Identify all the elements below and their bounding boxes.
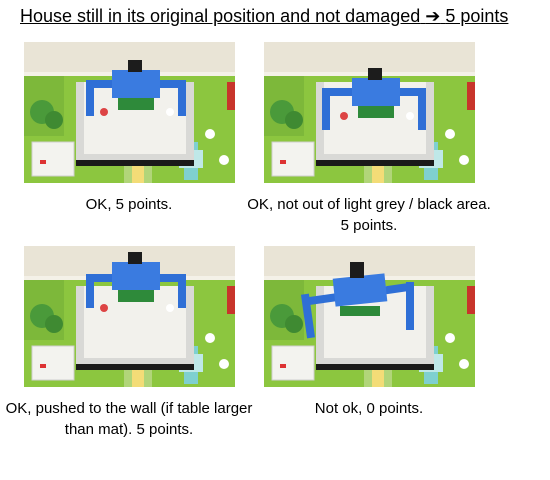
title-points: 5 points bbox=[445, 6, 509, 26]
photo-ok-original bbox=[24, 42, 235, 183]
photo-not-ok bbox=[264, 246, 475, 387]
page-title: House still in its original position and… bbox=[20, 6, 540, 27]
arrow-icon: ➔ bbox=[425, 6, 441, 26]
title-text: House still in its original position and… bbox=[20, 6, 421, 26]
photo-ok-pushed-to-wall bbox=[24, 246, 235, 387]
caption-ok-in-grey-area: OK, not out of light grey / black area. … bbox=[247, 196, 491, 234]
caption-not-ok: Not ok, 0 points. bbox=[314, 400, 424, 417]
caption-ok-original: OK, 5 points. bbox=[85, 196, 173, 213]
caption-ok-pushed-to-wall: OK, pushed to the wall (if table larger … bbox=[5, 400, 253, 438]
photo-ok-in-grey-area bbox=[264, 42, 475, 183]
